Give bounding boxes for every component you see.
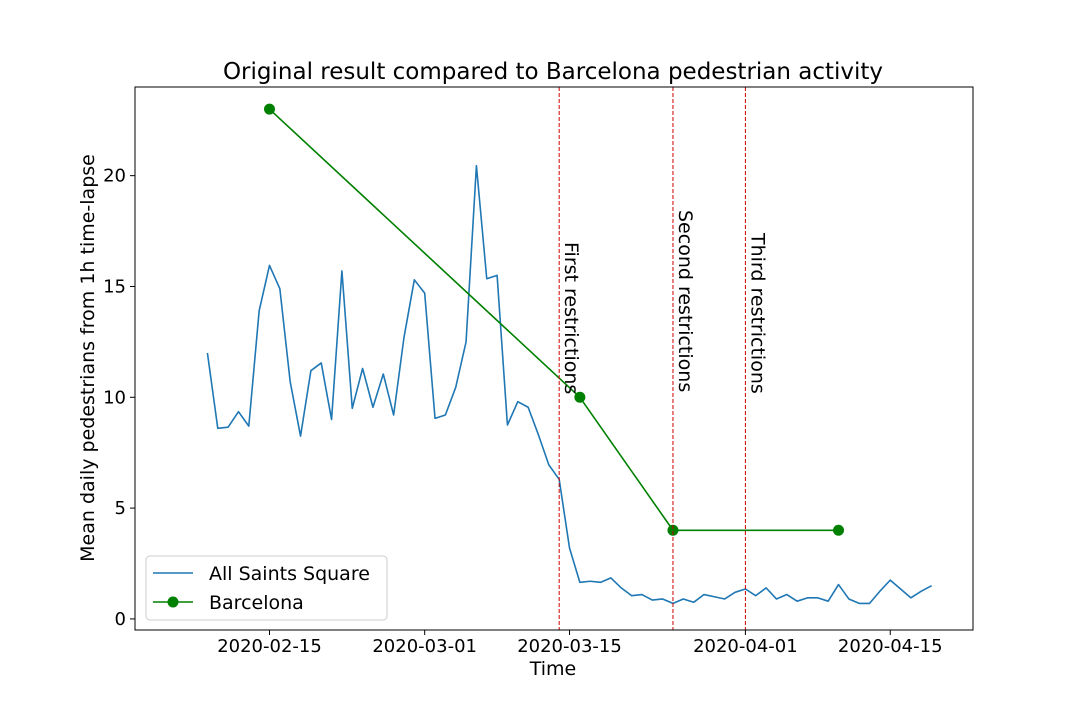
series-line-2 — [268, 108, 839, 532]
plot-area: First restrictions Second restrictions Thi… — [206, 87, 932, 630]
chart-title: Original result compared to Barcelona pe… — [223, 59, 883, 85]
x-axis-label: Time — [529, 658, 577, 680]
legend-box — [145, 555, 388, 621]
legend-label: All Saints Square — [209, 563, 370, 585]
y-tick-label: 0 — [115, 609, 126, 630]
y-tick-label: 20 — [103, 166, 126, 187]
x-tick-label: 2020-04-01 — [693, 636, 798, 657]
y-axis: 0 5 10 15 20 — [103, 166, 135, 630]
x-axis: 2020-02-15 2020-03-01 2020-03-15 2020-04-01… — [217, 630, 943, 657]
restriction-label: First restrictions — [560, 242, 582, 394]
y-tick-label: 5 — [115, 498, 126, 519]
y-axis-label: Mean daily pedestrians from 1h time-laps… — [77, 154, 99, 562]
series-point — [574, 391, 586, 403]
restriction-label: Third restrictions — [746, 232, 768, 394]
plot-frame — [134, 86, 974, 631]
series-point — [263, 103, 275, 115]
y-tick-label: 15 — [103, 276, 126, 297]
y-tick-label: 10 — [103, 387, 126, 408]
x-tick-label: 2020-02-15 — [217, 636, 322, 657]
x-tick-label: 2020-03-01 — [372, 636, 477, 657]
series-line-1 — [206, 164, 932, 605]
series-point — [833, 524, 845, 536]
series-point — [667, 524, 679, 536]
x-tick-label: 2020-03-15 — [517, 636, 622, 657]
x-tick-label: 2020-04-15 — [838, 636, 943, 657]
restriction-label: Second restrictions — [674, 210, 696, 392]
legend-label: Barcelona — [209, 592, 304, 614]
legend-marker — [167, 596, 179, 608]
legend: All Saints Square Barcelona — [145, 555, 388, 621]
